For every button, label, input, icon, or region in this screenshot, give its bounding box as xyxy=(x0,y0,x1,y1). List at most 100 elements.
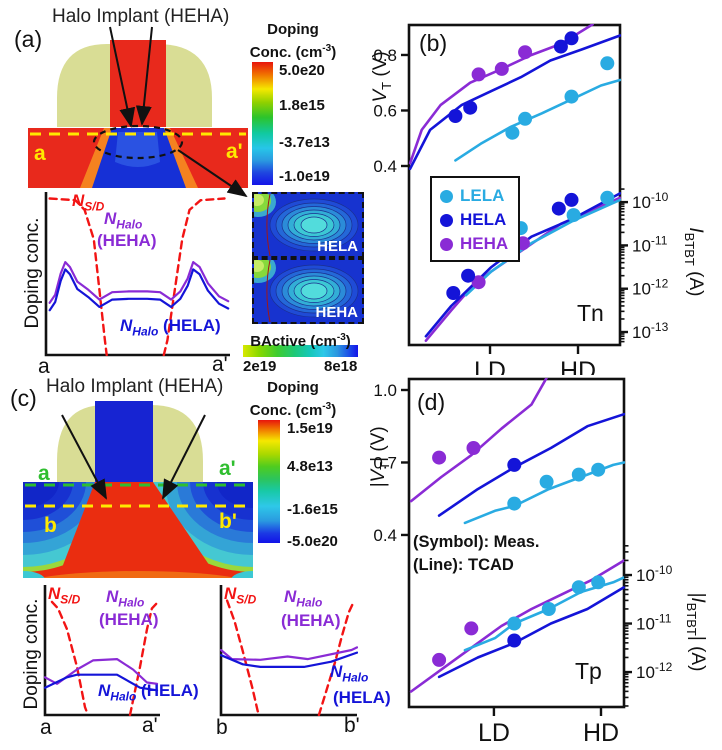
series-line-LELA xyxy=(454,78,621,162)
panel-d-chart: 1.0 0.7 0.4 LD HD xyxy=(373,377,626,747)
cut-label-a-prime: a' xyxy=(219,457,236,480)
data-point-HEHA xyxy=(471,67,486,82)
colorbar-title-line1: Doping xyxy=(267,21,319,38)
label-heha-paren: (HEHA) xyxy=(97,231,157,250)
note-symbol-meas: (Symbol): Meas. xyxy=(413,533,540,551)
colorbar-c xyxy=(258,420,280,543)
colorbar-title-line1: Doping xyxy=(267,379,319,396)
legend-dot-heha xyxy=(440,237,453,251)
panel-c: a a' b b' (c) Halo Implant (HEHA) Doping… xyxy=(0,375,391,750)
sketch-axes xyxy=(44,192,230,357)
series-line-NSD-left xyxy=(48,197,108,356)
y-tick-label: 0.6 xyxy=(373,101,397,120)
legend-item-lela: LELA xyxy=(440,184,508,208)
data-point-HELA xyxy=(507,633,522,648)
legend-dot-lela xyxy=(440,189,453,203)
data-point-HELA xyxy=(564,192,579,207)
panel-b-chart: 0.8 0.6 0.4 LD HD xyxy=(373,23,622,375)
sketch-c-xb: b xyxy=(216,716,228,739)
sketch-bb-axes xyxy=(219,585,357,717)
data-point-LELA xyxy=(507,496,522,511)
colorbar-c-tick: -1.6e15 xyxy=(287,501,338,518)
sketch-c-xa: a xyxy=(40,716,52,739)
halo-ellipse xyxy=(92,124,184,160)
contour-map-heha-graphic xyxy=(240,253,362,323)
legend-dot-hela xyxy=(440,213,453,227)
y-tick-label: 0.4 xyxy=(373,157,397,176)
legend-label-lela: LELA xyxy=(460,186,505,205)
data-point-LELA xyxy=(591,462,606,477)
b-ylabel-right: IBTBT (A) xyxy=(682,227,706,297)
data-point-HELA xyxy=(564,31,579,46)
y-tick-label: 0.4 xyxy=(373,526,397,545)
label-nsd: NS/D xyxy=(72,191,105,214)
bactive-title: BActive (cm-3) xyxy=(250,332,351,350)
panel-tag-c: (c) xyxy=(10,385,37,411)
gate-red xyxy=(110,40,166,127)
cut-label-b: b xyxy=(44,514,57,537)
device-type-label-tp: Tp xyxy=(575,658,602,684)
y-tick-label: 10-10 xyxy=(636,563,673,585)
panel-d: 1.0 0.7 0.4 LD HD 10-10 10-11 10-12 (d) |VT| (… xyxy=(361,375,722,750)
colorbar-title-c: Doping Conc. (cm-3) xyxy=(228,378,358,420)
colorbar-a-tick: 5.0e20 xyxy=(279,62,325,79)
bactive-max: 8e18 xyxy=(324,358,358,375)
series-line-HEHA xyxy=(409,378,548,503)
data-point-HEHA xyxy=(518,45,533,60)
label-nhalo-hela-bb: NHalo xyxy=(330,662,369,685)
series-line-NHalo-HEHA xyxy=(48,261,230,304)
panel-b-chart2: 10-10 10-11 10-12 10-13 xyxy=(424,188,669,343)
series-line-NSD-right xyxy=(128,600,160,716)
series-line-LELA xyxy=(463,461,625,525)
d_vt-series xyxy=(409,378,625,525)
series-line-NHalo-HELA xyxy=(48,268,230,312)
cut-label-a-prime: a' xyxy=(226,140,243,163)
panel-c-graphics: a a' b b' xyxy=(23,401,357,717)
data-point-LELA xyxy=(539,474,554,489)
cut-label-a: a xyxy=(38,462,50,485)
colorbar-a-tick: 1.8e15 xyxy=(279,97,325,114)
y-tick-label: 10-12 xyxy=(632,277,669,299)
legend-item-hela: HELA xyxy=(440,208,508,232)
b-ylabel-left: VT (V) xyxy=(370,51,394,103)
data-point-HEHA xyxy=(432,652,447,667)
sketch-c-xa-prime: a' xyxy=(142,714,158,737)
halo-core xyxy=(115,132,160,167)
annotation-arrow xyxy=(109,26,136,128)
series-line-NSD-right xyxy=(317,599,356,716)
sketch-c-xb-prime: b' xyxy=(344,714,360,737)
contour-map-hela-graphic xyxy=(240,187,362,257)
series-line-NSD-left xyxy=(50,600,90,716)
panel-b: 0.8 0.6 0.4 LD HD 10-10 10-11 10-12 10-13 (b) V… xyxy=(361,0,722,375)
data-point-HELA xyxy=(446,286,461,300)
colorbar-a-tick: -3.7e13 xyxy=(279,134,330,151)
data-point-HEHA xyxy=(471,275,486,290)
sketch-a-ylabel: Doping conc. xyxy=(22,217,43,329)
data-point-LELA xyxy=(505,125,520,140)
inset-pointer-arrow xyxy=(177,149,248,198)
panel-a-graphics: a a' xyxy=(28,26,248,357)
panel-a: HELA HEHA xyxy=(0,0,364,378)
panel-tag-d: (d) xyxy=(417,389,446,415)
sketch-a-xleft: a xyxy=(38,355,50,378)
y-tick-label: 0.7 xyxy=(373,453,397,472)
data-point-HELA xyxy=(553,39,568,54)
d-ylabel-right: |IBTBT| (A) xyxy=(684,592,708,672)
inset-label-heha: HEHA xyxy=(315,304,358,321)
label-nsd-bb: NS/D xyxy=(224,584,257,607)
series-line-HELA xyxy=(408,34,621,171)
y-tick-label: 10-11 xyxy=(636,612,672,634)
label-nhalo-heha-bb: NHalo xyxy=(284,587,323,610)
series-line-HELA xyxy=(437,585,625,679)
cut-label-b-prime: b' xyxy=(219,510,237,533)
data-point-LELA xyxy=(566,208,581,223)
data-point-HELA xyxy=(448,109,463,123)
data-point-LELA xyxy=(571,467,586,482)
x-tick-label: LD xyxy=(474,357,506,375)
data-point-LELA xyxy=(591,575,606,590)
colorbar-a-tick: -1.0e19 xyxy=(279,168,330,185)
data-point-HELA xyxy=(551,201,566,216)
sketch_c_bb-series xyxy=(220,599,358,716)
label-nhalo-hela: NHalo (HELA) xyxy=(120,316,221,339)
series-line-NSD-right xyxy=(162,197,226,356)
